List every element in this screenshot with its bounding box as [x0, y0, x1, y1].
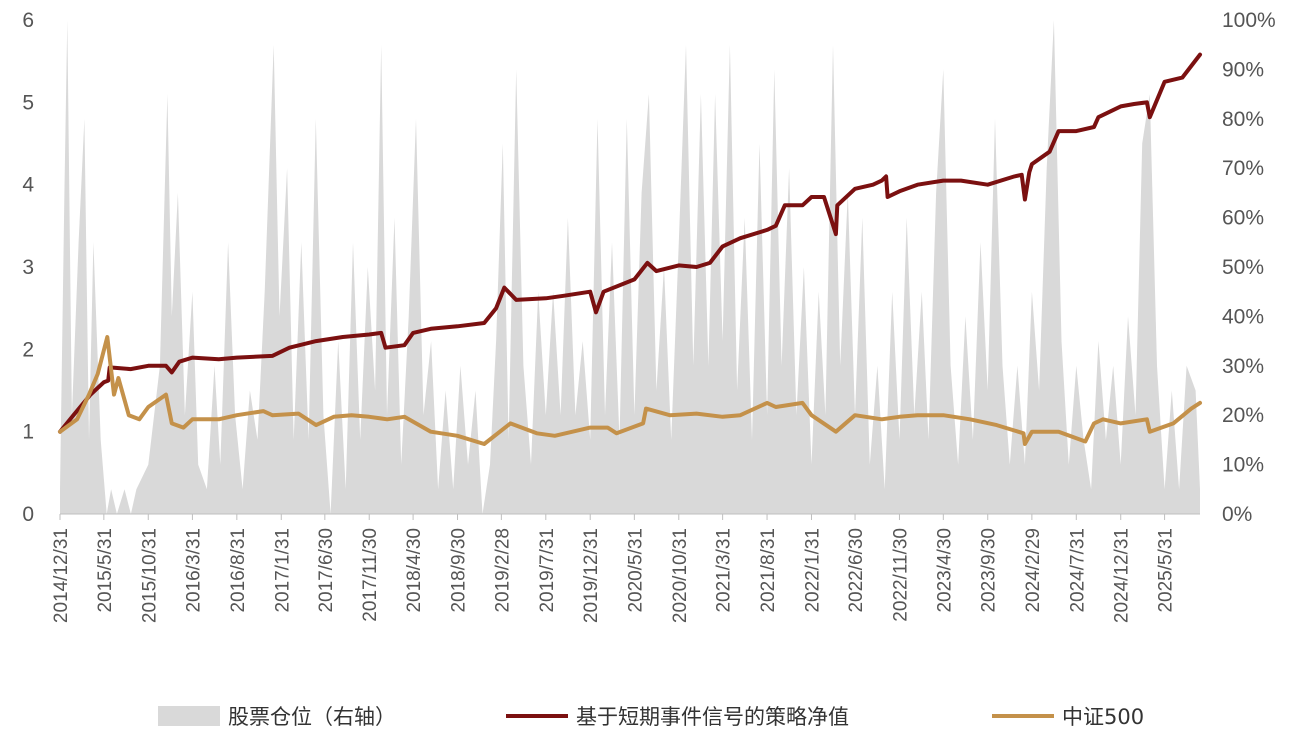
axes-layer: 01234560%10%20%30%40%50%60%70%80%90%100%…: [22, 9, 1275, 623]
y-left-tick-label: 0: [22, 503, 34, 526]
y-right-tick-label: 60%: [1222, 207, 1264, 230]
legend-item-strategy: 基于短期事件信号的策略净值: [506, 705, 849, 729]
legend: 股票仓位（右轴） 基于短期事件信号的策略净值 中证500: [158, 705, 1144, 729]
y-left-tick-label: 6: [22, 9, 34, 32]
x-tick-label: 2015/10/31: [139, 528, 160, 623]
y-right-tick-label: 30%: [1222, 355, 1264, 378]
y-left-tick-label: 4: [22, 174, 34, 197]
position-area-layer: [60, 20, 1200, 514]
y-right-tick-label: 80%: [1222, 108, 1264, 131]
legend-swatch-area: [158, 706, 220, 726]
y-right-tick-label: 100%: [1222, 9, 1276, 32]
x-tick-label: 2014/12/31: [51, 528, 72, 623]
y-left-tick-label: 2: [22, 338, 34, 361]
x-tick-label: 2022/6/30: [846, 528, 867, 613]
x-tick-label: 2018/4/30: [404, 528, 425, 613]
x-tick-label: 2015/5/31: [95, 528, 116, 613]
csi500-line: [58, 335, 1202, 446]
stock-position-area: [60, 20, 1200, 514]
legend-label: 股票仓位（右轴）: [228, 705, 396, 729]
x-tick-label: 2024/7/31: [1067, 528, 1088, 613]
x-tick-label: 2017/6/30: [316, 528, 337, 613]
legend-item-csi500: 中证500: [992, 705, 1144, 729]
net-value-lines-layer: [58, 52, 1202, 446]
x-tick-label: 2020/10/31: [670, 528, 691, 623]
x-tick-label: 2019/12/31: [581, 528, 602, 623]
y-right-tick-label: 40%: [1222, 305, 1264, 328]
x-tick-label: 2023/9/30: [979, 528, 1000, 613]
x-tick-label: 2020/5/31: [625, 528, 646, 613]
y-right-tick-label: 10%: [1222, 454, 1264, 477]
x-tick-label: 2018/9/30: [449, 528, 470, 613]
x-tick-label: 2022/1/31: [803, 528, 824, 613]
x-tick-label: 2017/11/30: [360, 528, 381, 622]
strategy-net-value-line: [58, 52, 1202, 434]
x-tick-label: 2025/5/31: [1156, 528, 1177, 613]
y-left-tick-label: 1: [22, 421, 34, 444]
y-right-tick-label: 0%: [1222, 503, 1252, 526]
x-tick-label: 2021/3/31: [714, 528, 735, 613]
y-right-tick-label: 20%: [1222, 404, 1264, 427]
y-left-tick-label: 5: [22, 91, 34, 114]
x-tick-label: 2019/2/28: [492, 528, 513, 613]
legend-item-stock-position: 股票仓位（右轴）: [158, 705, 396, 729]
x-tick-label: 2024/2/29: [1023, 528, 1044, 613]
y-left-tick-label: 3: [22, 256, 34, 279]
x-tick-label: 2021/8/31: [758, 528, 779, 613]
x-tick-label: 2024/12/31: [1112, 528, 1133, 623]
x-tick-label: 2023/4/30: [934, 528, 955, 613]
x-tick-label: 2017/1/31: [272, 528, 293, 613]
x-tick-label: 2016/8/31: [228, 528, 249, 613]
legend-label: 中证500: [1062, 705, 1144, 729]
legend-label: 基于短期事件信号的策略净值: [576, 705, 849, 729]
x-tick-label: 2019/7/31: [537, 528, 558, 613]
y-right-tick-label: 50%: [1222, 256, 1264, 279]
x-tick-label: 2022/11/30: [891, 528, 912, 622]
y-right-tick-label: 70%: [1222, 157, 1264, 180]
x-tick-label: 2016/3/31: [183, 528, 204, 613]
y-right-tick-label: 90%: [1222, 58, 1264, 81]
